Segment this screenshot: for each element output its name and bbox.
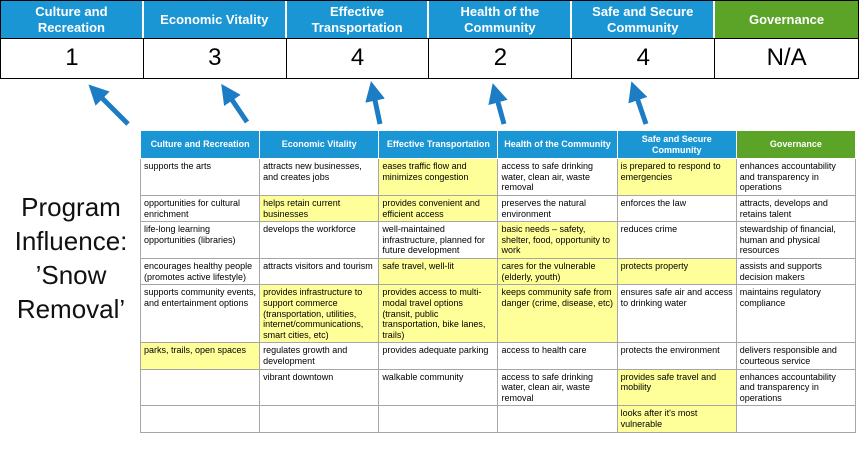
matrix-cell-r0-c2: eases traffic flow and minimizes congest… bbox=[378, 158, 499, 197]
matrix-cell-r2-c5: stewardship of financial, human and phys… bbox=[735, 221, 857, 260]
table-row: supports the arts attracts new businesses… bbox=[139, 158, 857, 197]
matrix-cell-r1-c2: provides convenient and efficient access bbox=[378, 195, 499, 223]
matrix-cell-r1-c0: opportunities for cultural enrichment bbox=[139, 195, 261, 223]
scoreboard-header-0: Culture and Recreation bbox=[1, 1, 144, 38]
scoreboard-score-row: 1 3 4 2 4 N/A bbox=[1, 38, 858, 78]
scoreboard-score-1: 3 bbox=[143, 38, 287, 78]
matrix-column-header-0: Culture and Recreation bbox=[139, 129, 261, 160]
table-row: looks after it's most vulnerable bbox=[139, 405, 857, 433]
matrix-cell-r2-c2: well-maintained infrastructure, planned … bbox=[378, 221, 499, 260]
matrix-cell-r0-c3: access to safe drinking water, clean air… bbox=[497, 158, 618, 197]
scoreboard-header-row: Culture and Recreation Economic Vitality E… bbox=[1, 1, 858, 38]
matrix-cell-r6-c1: vibrant downtown bbox=[259, 368, 380, 407]
matrix-cell-r7-c2 bbox=[378, 405, 499, 433]
influence-arrow-icon bbox=[488, 83, 508, 125]
matrix-cell-r3-c3: cares for the vulnerable (elderly, youth… bbox=[497, 258, 618, 286]
influence-arrow-icon bbox=[628, 81, 649, 125]
matrix-cell-r4-c2: provides access to multi-modal travel op… bbox=[378, 284, 499, 344]
matrix-column-header-2: Effective Transportation bbox=[378, 129, 499, 160]
matrix-cell-r7-c0 bbox=[139, 405, 261, 433]
influence-arrow-icon bbox=[365, 81, 385, 125]
matrix-cell-r6-c4: provides safe travel and mobility bbox=[616, 368, 737, 407]
table-row: life-long learning opportunities (librar… bbox=[139, 221, 857, 260]
scoreboard-score-3: 2 bbox=[429, 38, 573, 78]
matrix-cell-r4-c1: provides infrastructure to support comme… bbox=[259, 284, 380, 344]
matrix-cell-r7-c3 bbox=[497, 405, 618, 433]
matrix-cell-r6-c2: walkable community bbox=[378, 368, 499, 407]
matrix-cell-r0-c1: attracts new businesses, and creates job… bbox=[259, 158, 380, 197]
matrix-cell-r0-c0: supports the arts bbox=[139, 158, 261, 197]
scoreboard: Culture and Recreation Economic Vitality E… bbox=[0, 0, 859, 79]
scoreboard-header-2: Effective Transportation bbox=[286, 1, 430, 38]
matrix-column-header-5: Governance bbox=[735, 129, 857, 160]
matrix-cell-r5-c5: delivers responsible and courteous servi… bbox=[735, 342, 857, 370]
scoreboard-header-5: Governance bbox=[715, 1, 858, 38]
table-row: opportunities for cultural enrichment hel… bbox=[139, 195, 857, 223]
table-row: vibrant downtown walkable community access… bbox=[139, 368, 857, 407]
matrix-cell-r4-c3: keeps community safe from danger (crime,… bbox=[497, 284, 618, 344]
matrix-cell-r2-c3: basic needs – safety, shelter, food, opp… bbox=[497, 221, 618, 260]
program-influence-label: Program Influence: ’Snow Removal’ bbox=[14, 192, 128, 324]
matrix-cell-r5-c4: protects the environment bbox=[616, 342, 737, 370]
influence-arrows bbox=[88, 81, 649, 126]
matrix-cell-r7-c4: looks after it's most vulnerable bbox=[616, 405, 737, 433]
matrix-cell-r7-c1 bbox=[259, 405, 380, 433]
matrix-cell-r6-c0 bbox=[139, 368, 261, 407]
scoreboard-header-4: Safe and Secure Community bbox=[572, 1, 716, 38]
matrix-cell-r1-c3: preserves the natural environment bbox=[497, 195, 618, 223]
matrix-cell-r7-c5 bbox=[735, 405, 857, 433]
scoreboard-score-4: 4 bbox=[572, 38, 716, 78]
scoreboard-header-1: Economic Vitality bbox=[143, 1, 287, 38]
scoreboard-score-2: 4 bbox=[286, 38, 430, 78]
influence-arrow-icon bbox=[221, 83, 250, 124]
matrix-cell-r2-c1: develops the workforce bbox=[259, 221, 380, 260]
matrix-cell-r4-c0: supports community events, and entertain… bbox=[139, 284, 261, 344]
matrix-cell-r5-c3: access to health care bbox=[497, 342, 618, 370]
matrix-cell-r0-c4: is prepared to respond to emergencies bbox=[616, 158, 737, 197]
scoreboard-score-5: N/A bbox=[715, 38, 858, 78]
matrix-column-header-4: Safe and Secure Community bbox=[616, 129, 737, 160]
matrix-cell-r1-c1: helps retain current businesses bbox=[259, 195, 380, 223]
scoreboard-score-0: 1 bbox=[1, 38, 144, 78]
matrix-cell-r3-c1: attracts visitors and tourism bbox=[259, 258, 380, 286]
matrix-cell-r1-c5: attracts, develops and retains talent bbox=[735, 195, 857, 223]
matrix-cell-r5-c0: parks, trails, open spaces bbox=[139, 342, 261, 370]
matrix-column-header-3: Health of the Community bbox=[497, 129, 618, 160]
matrix-cell-r6-c3: access to safe drinking water, clean air… bbox=[497, 368, 618, 407]
matrix-column-header-1: Economic Vitality bbox=[259, 129, 380, 160]
matrix-cell-r1-c4: enforces the law bbox=[616, 195, 737, 223]
matrix-cell-r5-c2: provides adequate parking bbox=[378, 342, 499, 370]
matrix-body: supports the arts attracts new businesses… bbox=[139, 158, 857, 433]
matrix-cell-r2-c4: reduces crime bbox=[616, 221, 737, 260]
table-row: encourages healthy people (promotes acti… bbox=[139, 258, 857, 286]
matrix-cell-r3-c0: encourages healthy people (promotes acti… bbox=[139, 258, 261, 286]
matrix-cell-r0-c5: enhances accountability and transparency… bbox=[735, 158, 857, 197]
matrix-cell-r5-c1: regulates growth and development bbox=[259, 342, 380, 370]
matrix-header-row: Culture and Recreation Economic Vitality E… bbox=[139, 129, 857, 160]
scoreboard-header-3: Health of the Community bbox=[429, 1, 573, 38]
matrix-cell-r2-c0: life-long learning opportunities (librar… bbox=[139, 221, 261, 260]
table-row: supports community events, and entertain… bbox=[139, 284, 857, 344]
table-row: parks, trails, open spaces regulates grow… bbox=[139, 342, 857, 370]
matrix-cell-r3-c2: safe travel, well-lit bbox=[378, 258, 499, 286]
matrix-cell-r3-c4: protects property bbox=[616, 258, 737, 286]
matrix-cell-r4-c4: ensures safe air and access to drinking … bbox=[616, 284, 737, 344]
influence-matrix-table: Culture and Recreation Economic Vitality E… bbox=[139, 129, 857, 433]
matrix-cell-r3-c5: assists and supports decision makers bbox=[735, 258, 857, 286]
matrix-cell-r4-c5: maintains regulatory compliance bbox=[735, 284, 857, 344]
influence-arrow-icon bbox=[88, 84, 130, 126]
matrix-cell-r6-c5: enhances accountability and transparency… bbox=[735, 368, 857, 407]
